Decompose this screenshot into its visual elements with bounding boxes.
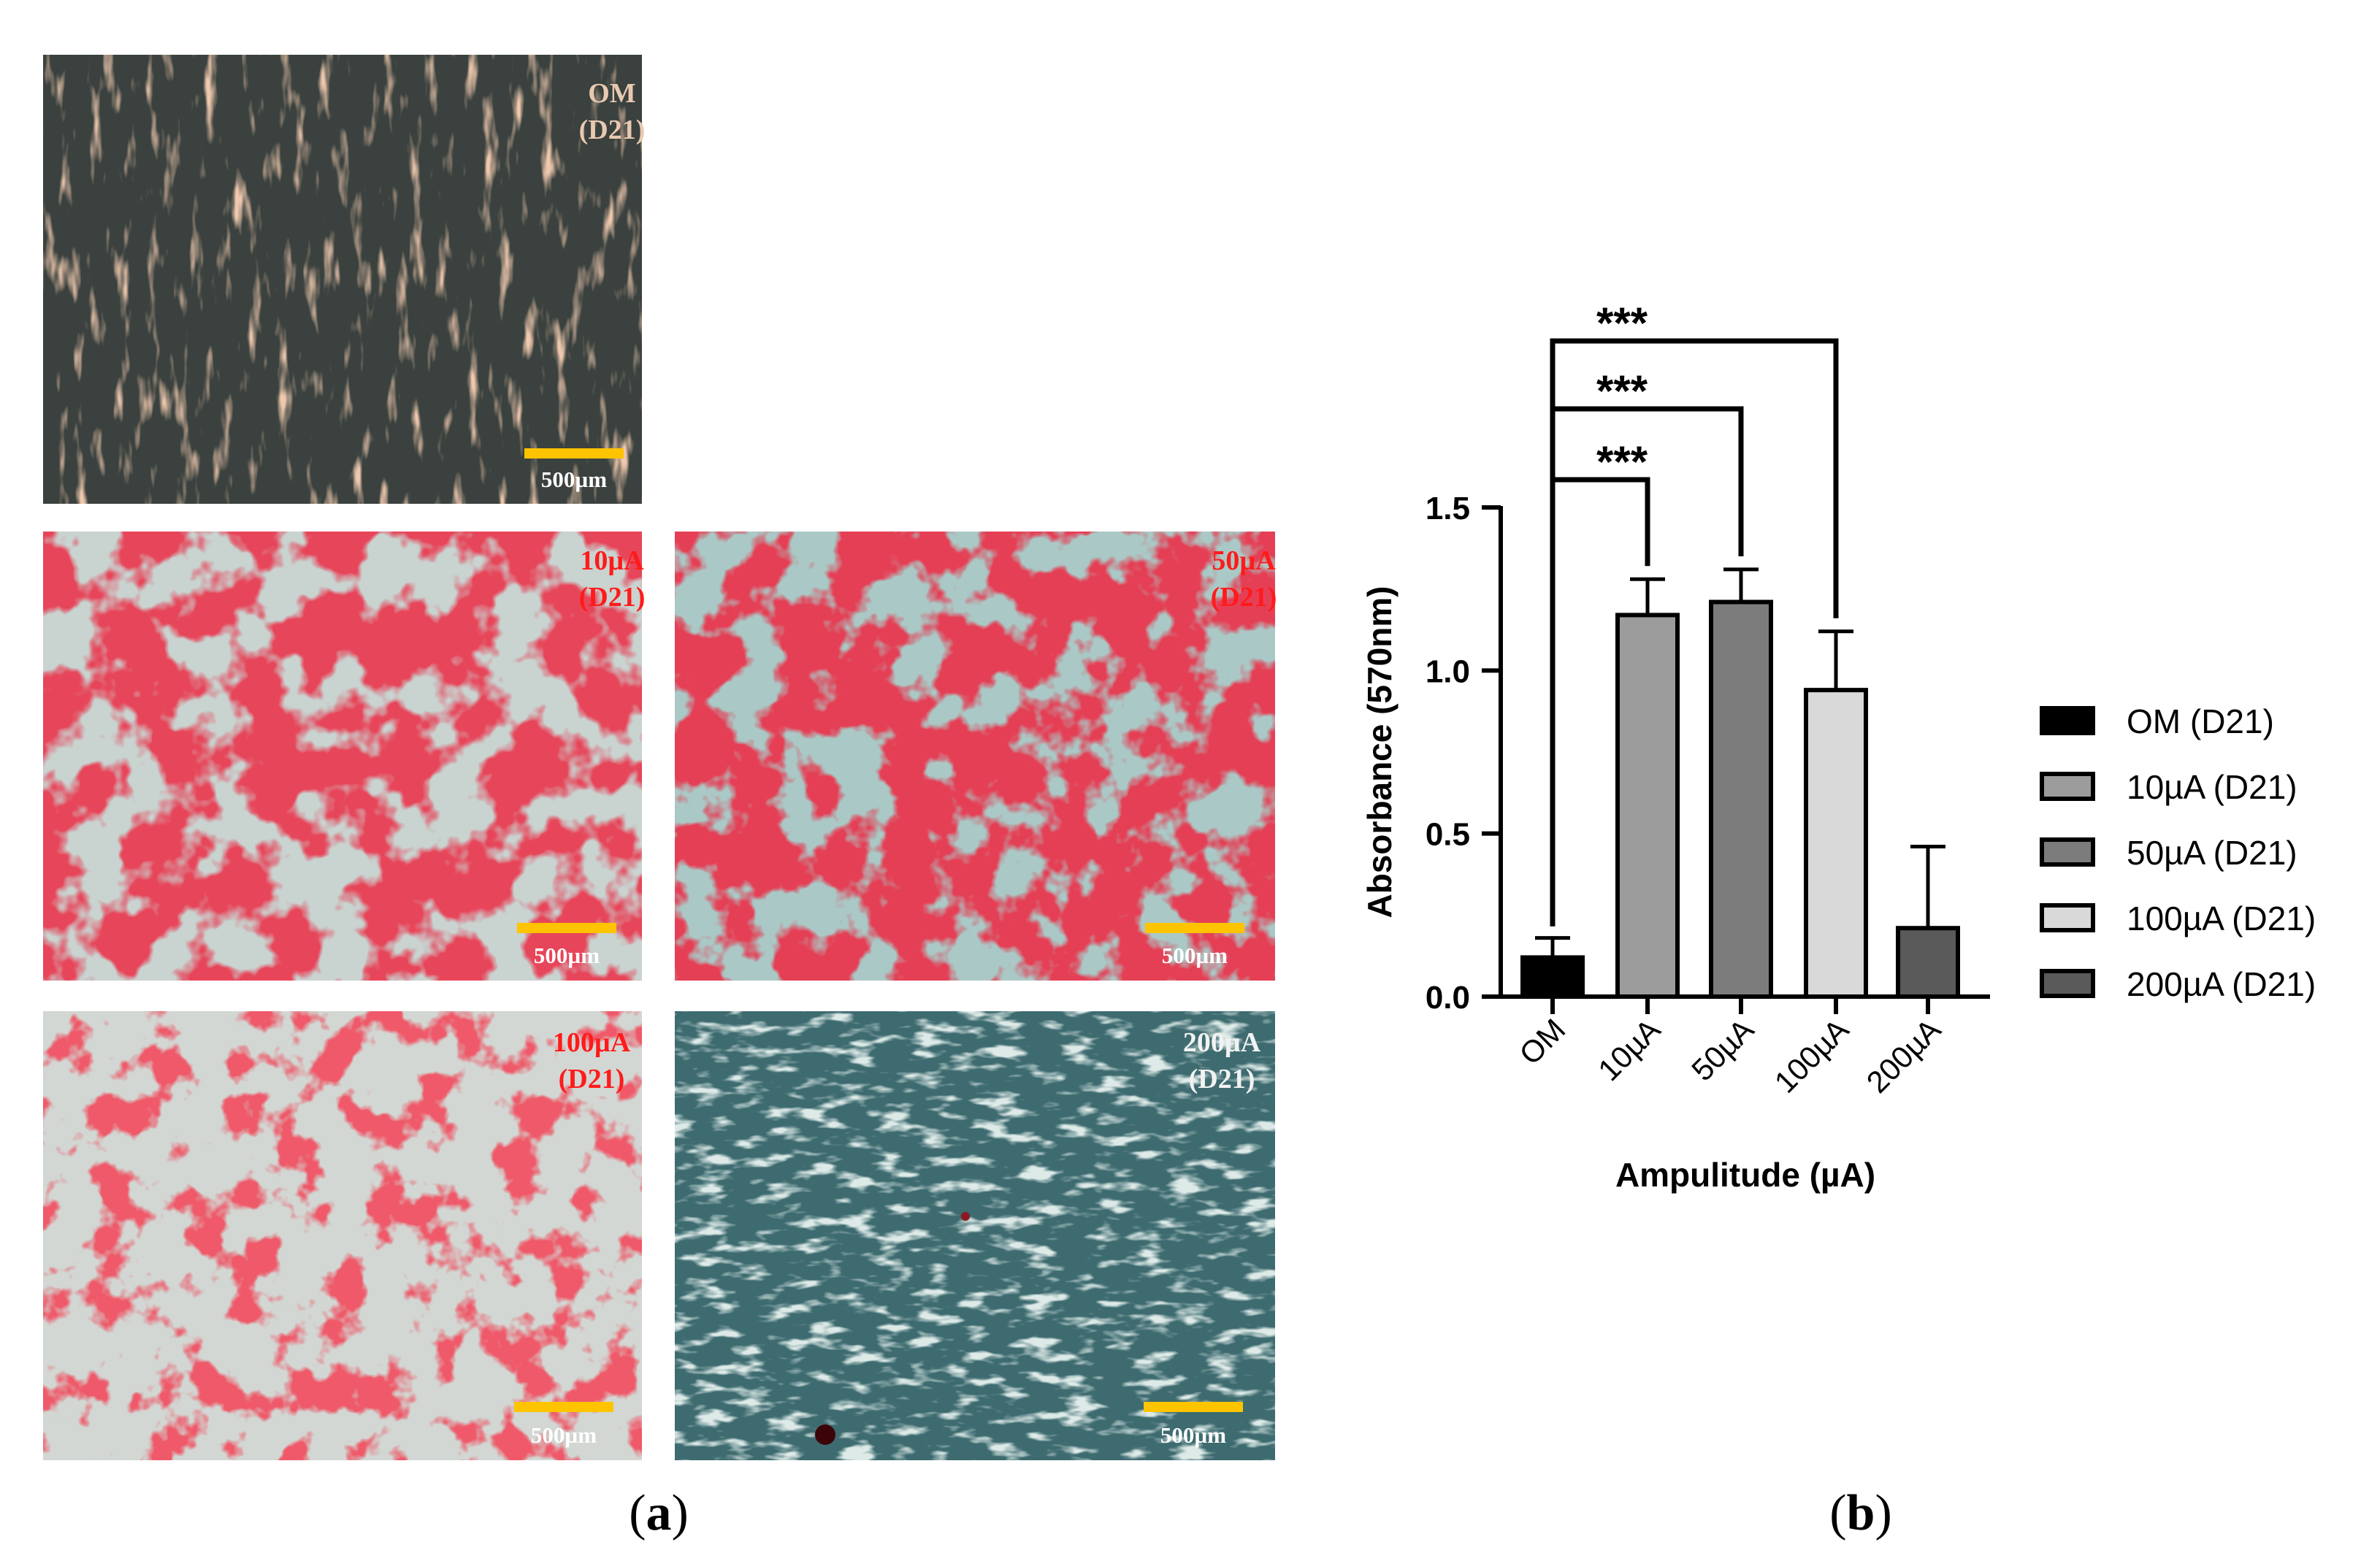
bar-2 — [1709, 599, 1773, 999]
bar-chart: 0.00.51.01.5OM 10µA 50µA 100µA 200µA *******… — [1361, 299, 2316, 1194]
x-tick-label: 10µA — [1591, 1012, 1667, 1087]
micrograph-day: (D21) — [559, 1064, 625, 1094]
micrograph-day: (D21) — [579, 115, 646, 145]
micrograph-day: (D21) — [579, 582, 646, 613]
x-tick-label: 200µA — [1860, 1012, 1948, 1100]
scale-bar-label: 500µm — [534, 943, 600, 968]
significance-label-1: *** — [1596, 367, 1648, 415]
micrograph-10ua: 10µA (D21) 500µm — [43, 532, 645, 981]
y-tick-label: 1.0 — [1426, 653, 1470, 689]
bar-3 — [1804, 688, 1868, 1000]
scale-bar-label: 500µm — [531, 1422, 597, 1448]
scale-bar — [1145, 923, 1244, 933]
legend-swatch-2 — [2040, 837, 2095, 867]
x-axis-label: Ampulitude (µA) — [1615, 1156, 1875, 1194]
legend-label-0: OM (D21) — [2127, 702, 2274, 740]
micrograph-om: OM (D21) 500µm — [43, 55, 645, 504]
significance-label-0: *** — [1596, 437, 1648, 486]
legend: OM (D21) 10µA (D21) 50µA (D21) 100µA (D21) 2… — [2040, 702, 2316, 1003]
legend-label-3: 100µA (D21) — [2127, 900, 2316, 937]
micrograph-day: (D21) — [1189, 1064, 1255, 1094]
bars — [1520, 567, 1960, 1000]
scale-bar — [517, 923, 616, 933]
bar-0 — [1520, 955, 1585, 1000]
scale-bar — [514, 1402, 613, 1412]
y-tick-label: 0.5 — [1426, 817, 1470, 853]
legend-label-4: 200µA (D21) — [2127, 965, 2316, 1003]
legend-label-2: 50µA (D21) — [2127, 834, 2297, 872]
y-axis-label: Absorbance (570nm) — [1361, 586, 1398, 918]
scale-bar — [524, 448, 624, 459]
scale-bar-label: 500µm — [541, 467, 607, 492]
x-tick-label: 100µA — [1768, 1012, 1856, 1100]
micrograph-label: OM — [588, 78, 635, 109]
micrograph-label: 10µA — [580, 545, 644, 576]
panel-letter-b: (b) — [1829, 1485, 1892, 1541]
legend-swatch-4 — [2040, 969, 2095, 998]
legend-swatch-3 — [2040, 903, 2095, 932]
micrograph-label: 200µA — [1183, 1027, 1261, 1058]
micrograph-200ua: 200µA (D21) 500µm — [675, 1011, 1275, 1460]
micrograph-panel: OM (D21) 500µm 10µA (D21) 500µm 50µA (D2… — [43, 55, 1277, 1460]
micrograph-label: 100µA — [553, 1027, 631, 1058]
micrograph-50ua: 50µA (D21) 500µm — [675, 532, 1277, 981]
micrograph-day: (D21) — [1211, 582, 1277, 613]
significance-brackets: *** *** *** — [1550, 299, 1839, 927]
legend-swatch-1 — [2040, 772, 2095, 801]
scale-bar-label: 500µm — [1160, 1422, 1226, 1448]
y-tick-label: 1.5 — [1426, 491, 1470, 526]
micrograph-label: 50µA — [1212, 545, 1276, 576]
scale-bar-label: 500µm — [1162, 943, 1228, 968]
legend-label-1: 10µA (D21) — [2127, 768, 2297, 806]
x-tick-label: 50µA — [1685, 1012, 1760, 1087]
axes: 0.0 0.5 1.0 1.5 OM 10µA 50µA 100µA 200µA — [1426, 491, 1990, 1100]
bar-1 — [1615, 613, 1680, 999]
significance-label-2: *** — [1596, 299, 1648, 348]
micrograph-100ua: 100µA (D21) 500µm — [43, 1011, 642, 1460]
y-tick-label: 0.0 — [1426, 980, 1470, 1016]
panel-letter-a: (a) — [629, 1485, 689, 1541]
significance-bracket-2 — [1550, 338, 1839, 927]
bar-4 — [1896, 926, 1960, 999]
legend-swatch-0 — [2040, 706, 2095, 735]
x-tick-label: OM — [1512, 1012, 1572, 1071]
axis-labels: Absorbance (570nm) Ampulitude (µA) — [1361, 586, 1875, 1194]
scale-bar — [1144, 1402, 1243, 1412]
